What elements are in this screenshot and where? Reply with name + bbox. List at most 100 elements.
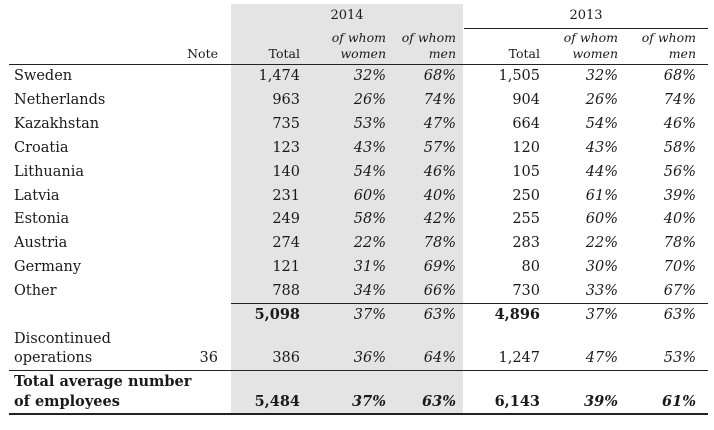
women-2014-cell: 32%: [353, 68, 386, 84]
discontinued-total-2014: 386: [272, 350, 300, 366]
men-2013-cell: 67%: [663, 283, 696, 300]
men-2013-cell: 70%: [663, 259, 696, 276]
year-2013-heading: 2013: [569, 8, 603, 23]
discontinued-women-2014: 36%: [353, 350, 386, 366]
country-label: Austria: [14, 235, 68, 252]
men-2014-cell: 66%: [423, 283, 456, 300]
country-label: Lithuania: [14, 163, 85, 180]
women-2014-header-line2: women: [340, 46, 386, 61]
women-2013-cell: 33%: [585, 283, 618, 300]
women-2013-cell: 43%: [585, 139, 618, 156]
year-2014-column-shading: [231, 4, 463, 414]
total-2013-cell: 105: [512, 163, 540, 180]
country-label: Latvia: [14, 187, 60, 204]
total-2013-cell: 904: [512, 91, 540, 108]
women-2013-cell: 22%: [585, 235, 618, 252]
women-2014-cell: 26%: [353, 91, 386, 108]
year-2014-heading: 2014: [330, 8, 364, 23]
subtotal-women-2013: 37%: [585, 307, 618, 323]
year-divider-line: [464, 28, 708, 29]
total-2013-header: Total: [508, 46, 540, 61]
discontinued-note: 36: [199, 350, 218, 366]
women-2014-cell: 34%: [353, 283, 386, 300]
total-2014-cell: 140: [272, 163, 300, 180]
grand-total-label-line1: Total average number: [14, 373, 192, 390]
men-2014-cell: 47%: [423, 115, 456, 132]
subtotal-total-2013: 4,896: [494, 306, 540, 323]
men-2014-cell: 57%: [423, 139, 456, 156]
men-2013-cell: 56%: [663, 163, 696, 180]
total-2014-cell: 1,474: [258, 68, 300, 84]
women-2014-header-line1: of whom: [331, 30, 386, 45]
discontinued-women-2013: 47%: [585, 350, 618, 366]
country-label: Estonia: [14, 211, 70, 228]
women-2014-cell: 58%: [353, 211, 386, 228]
total-2014-cell: 123: [272, 139, 300, 156]
total-2014-cell: 121: [272, 259, 300, 276]
grand-men-2014: 63%: [422, 393, 456, 410]
total-2013-cell: 730: [512, 283, 540, 300]
men-2014-cell: 68%: [423, 68, 456, 84]
men-2014-cell: 40%: [423, 187, 456, 204]
women-2013-header-line2: women: [572, 46, 618, 61]
total-2014-cell: 274: [272, 235, 300, 252]
men-2014-cell: 42%: [423, 211, 456, 228]
men-2013-cell: 40%: [663, 211, 696, 228]
total-2014-header: Total: [268, 46, 300, 61]
discontinued-total-2013: 1,247: [498, 350, 540, 366]
men-2013-cell: 58%: [663, 139, 696, 156]
total-2013-cell: 255: [512, 211, 540, 228]
women-2013-cell: 32%: [585, 68, 618, 84]
grand-men-2013: 61%: [662, 393, 696, 410]
men-2014-header-line1: of whom: [401, 30, 456, 45]
women-2013-cell: 44%: [585, 163, 618, 180]
country-label: Croatia: [14, 139, 69, 156]
subtotal-total-2014: 5,098: [254, 306, 300, 323]
discontinued-label-line2: operations: [14, 350, 93, 366]
country-label: Other: [14, 283, 57, 300]
men-2013-header-line2: men: [668, 46, 696, 61]
total-2013-cell: 80: [521, 259, 540, 276]
women-2013-header-line1: of whom: [563, 30, 618, 45]
women-2014-cell: 31%: [353, 259, 386, 276]
men-2013-cell: 74%: [663, 91, 696, 108]
country-label: Germany: [14, 259, 82, 276]
total-2014-cell: 788: [272, 283, 300, 300]
total-2013-cell: 250: [512, 187, 540, 204]
women-2013-cell: 61%: [585, 187, 618, 204]
men-2013-cell: 39%: [663, 187, 696, 204]
women-2013-cell: 54%: [585, 115, 618, 132]
subtotal-women-2014: 37%: [353, 307, 386, 323]
discontinued-label-line1: Discontinued: [14, 331, 111, 347]
country-label: Netherlands: [14, 91, 106, 108]
subtotal-men-2014: 63%: [423, 307, 456, 323]
table-bottom-line: [9, 413, 708, 415]
country-label: Kazakhstan: [14, 115, 100, 132]
women-2014-cell: 22%: [353, 235, 386, 252]
header-bottom-line: [9, 64, 708, 65]
grand-total-top-line: [9, 370, 708, 371]
men-2014-cell: 78%: [423, 235, 456, 252]
men-2013-cell: 78%: [663, 235, 696, 252]
total-2014-cell: 249: [272, 211, 300, 228]
men-2014-cell: 69%: [423, 259, 456, 276]
grand-total-label-line2: of employees: [14, 393, 120, 410]
men-2013-header-line1: of whom: [641, 30, 696, 45]
country-label: Sweden: [14, 68, 73, 84]
men-2014-header-line2: men: [428, 46, 456, 61]
grand-women-2013: 39%: [584, 393, 618, 410]
discontinued-men-2014: 64%: [423, 350, 456, 366]
total-2014-cell: 231: [272, 187, 300, 204]
women-2013-cell: 30%: [585, 259, 618, 276]
women-2014-cell: 54%: [353, 163, 386, 180]
women-2014-cell: 43%: [353, 139, 386, 156]
grand-total-2014: 5,484: [254, 393, 300, 410]
women-2013-cell: 60%: [585, 211, 618, 228]
note-column-header: Note: [187, 46, 218, 61]
subtotal-top-line: [231, 303, 708, 304]
total-2014-cell: 735: [272, 115, 300, 132]
men-2013-cell: 68%: [663, 68, 696, 84]
total-2013-cell: 120: [512, 139, 540, 156]
total-2013-cell: 1,505: [498, 68, 540, 84]
women-2014-cell: 60%: [353, 187, 386, 204]
